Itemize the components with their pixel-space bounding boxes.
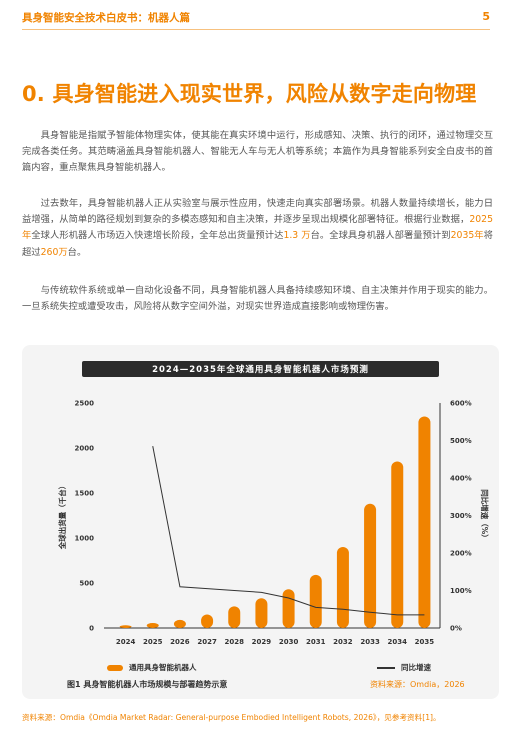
figure-caption: 图1 具身智能机器人市场规模与部署趋势示意	[67, 680, 228, 689]
chart-bar	[418, 416, 431, 628]
paragraph-intro: 具身智能是指赋予智能体物理实体，使其能在真实环境中运行，形成感知、决策、执行的闭…	[22, 130, 493, 174]
highlight-shipments: 1.3 万	[283, 230, 311, 242]
x-tick-label: 2025	[143, 638, 163, 646]
legend-item-bar: 通用具身智能机器人	[107, 662, 197, 672]
x-tick-label: 2031	[306, 638, 326, 646]
chart-bar	[173, 619, 186, 628]
y-tick-label: 1500	[75, 490, 95, 498]
x-tick-label: 2032	[333, 638, 353, 646]
page-header: 具身智能安全技术白皮书：机器人篇 5	[22, 10, 490, 26]
legend-label-line: 同比增速	[401, 663, 431, 672]
bar-line-chart: 0 500 1000 1500 2000 2500 0% 100% 200% 300% 400% 50…	[57, 400, 490, 647]
footnote: 资料来源：Omdia《Omdia Market Radar: General-p…	[22, 713, 441, 722]
chart-bar	[119, 625, 132, 628]
y-tick-label-right: 400%	[450, 475, 472, 483]
x-tick-label: 2033	[360, 638, 380, 646]
legend-swatch-line	[377, 667, 395, 669]
text-segment: 全球人形机器人市场迈入快速增长阶段，全年总出货量预计达	[31, 230, 284, 242]
x-tick-label: 2030	[279, 638, 299, 646]
chart-bar	[255, 598, 268, 628]
growth-line	[152, 446, 425, 616]
text-segment: 台。	[67, 246, 87, 258]
header-title: 具身智能安全技术白皮书：机器人篇	[22, 12, 190, 24]
x-tick-label: 2035	[415, 638, 435, 646]
chart-bar	[282, 589, 295, 628]
highlight-deployment: 260万	[40, 246, 68, 258]
y-tick-label: 1000	[75, 535, 95, 543]
chart-title-bar: 2024—2035年全球通用具身智能机器人市场预测	[82, 361, 439, 377]
legend-swatch-bar	[107, 665, 123, 671]
y-tick-label: 2000	[75, 445, 95, 453]
text-segment: 过去数年，具身智能机器人正从实验室与展示性应用，快速走向真实部署场景。机器人数量…	[22, 198, 493, 226]
legend-label-bar: 通用具身智能机器人	[129, 663, 197, 672]
x-tick-label: 2026	[170, 638, 190, 646]
chart-bar	[364, 503, 377, 628]
y-tick-label-right: 200%	[450, 550, 472, 558]
y-tick-label: 500	[79, 580, 94, 588]
chart-bar	[146, 623, 159, 628]
y-axis-label-right: 同比增速（%）	[480, 489, 490, 542]
chart-title: 2024—2035年全球通用具身智能机器人市场预测	[152, 365, 369, 375]
chart-bar	[201, 614, 214, 628]
page-number: 5	[482, 10, 490, 23]
header-divider	[22, 29, 490, 30]
y-tick-label-right: 300%	[450, 512, 472, 520]
y-tick-label: 2500	[75, 400, 95, 408]
y-tick-label-right: 600%	[450, 400, 472, 408]
y-tick-label-right: 0%	[450, 625, 462, 633]
chart-bar	[336, 547, 349, 628]
text-segment: 台。全球具身机器人部署量预计到	[310, 230, 451, 242]
highlight-year-2035: 2035年	[450, 230, 484, 242]
paragraph-risk: 与传统软件系统或单一自动化设备不同，具身智能机器人具备持续感知环境、自主决策并作…	[22, 285, 493, 313]
section-title: 0. 具身智能进入现实世界，风险从数字走向物理	[22, 82, 477, 106]
text-segment: 将超过	[22, 230, 493, 258]
highlight-year-2025: 2025 年	[22, 214, 493, 242]
chart-bar	[309, 574, 322, 628]
chart-bar	[228, 606, 241, 628]
x-tick-label: 2024	[116, 638, 136, 646]
y-tick-label-right: 500%	[450, 437, 472, 445]
y-tick-label: 0	[89, 625, 94, 633]
figure-panel: 2024—2035年全球通用具身智能机器人市场预测 0 500 1000 1500 20…	[22, 345, 499, 699]
paragraph-market: 过去数年，具身智能机器人正从实验室与展示性应用，快速走向真实部署场景。机器人数量…	[22, 196, 493, 261]
x-tick-label: 2029	[252, 638, 272, 646]
x-tick-label: 2034	[388, 638, 408, 646]
x-tick-label: 2028	[225, 638, 245, 646]
y-axis-label: 全球出货量（千台）	[57, 482, 67, 551]
chart-bar	[391, 461, 404, 628]
figure-source: 资料来源：Omdia，2026	[370, 680, 465, 689]
y-tick-label-right: 100%	[450, 587, 472, 595]
legend-item-line: 同比增速	[377, 662, 431, 672]
x-tick-label: 2027	[197, 638, 217, 646]
